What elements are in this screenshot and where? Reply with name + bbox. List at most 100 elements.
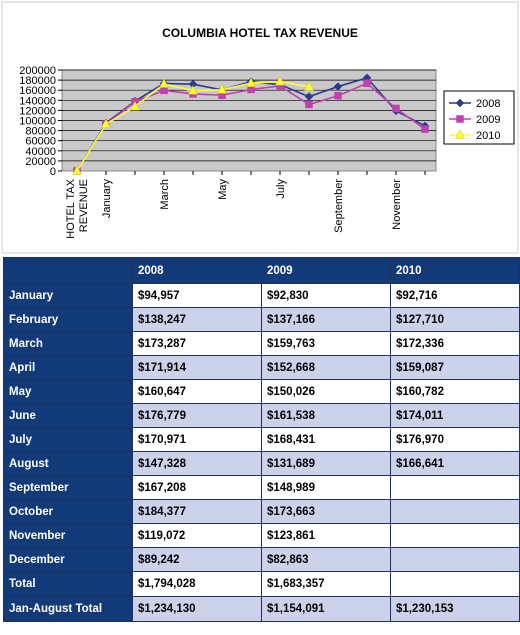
x-tick-label: November	[391, 179, 403, 230]
data-point-2009	[334, 92, 342, 100]
table-cell: $150,026	[261, 379, 391, 404]
y-tick-label: 160000	[19, 85, 56, 97]
series-lines	[72, 73, 430, 176]
table-cell: $92,830	[261, 283, 391, 308]
table-cell: $147,328	[132, 451, 262, 476]
x-tick-label: May	[217, 179, 229, 200]
table-cell: $137,166	[261, 307, 391, 332]
y-tick-label: 80000	[25, 126, 56, 138]
row-label: March	[3, 331, 133, 356]
table-row: December $89,242 $82,863	[3, 547, 520, 572]
table-cell: $1,230,153	[390, 596, 520, 622]
table-cell: $184,377	[132, 499, 262, 524]
data-point-2010	[159, 78, 169, 88]
table-cell: $167,208	[132, 475, 262, 500]
header-corner	[3, 257, 133, 284]
row-label: February	[3, 307, 133, 332]
data-point-2010	[275, 76, 285, 86]
row-label: June	[3, 403, 133, 428]
data-point-2009	[421, 125, 429, 133]
x-axis-ticks: HOTEL TAXREVENUE January March May July Septe…	[65, 171, 426, 239]
table-row: April $171,914 $152,668 $159,087	[3, 355, 520, 380]
table-cell: $94,957	[132, 283, 262, 308]
x-tick-label: September	[333, 179, 345, 233]
table-cell	[390, 499, 520, 524]
table-cell: $82,863	[261, 547, 391, 572]
x-tick-label: January	[101, 179, 113, 219]
header-2009: 2009	[261, 257, 391, 284]
table-cell: $152,668	[261, 355, 391, 380]
table-row: July $170,971 $168,431 $176,970	[3, 427, 520, 452]
table-cell: $176,779	[132, 403, 262, 428]
table-row: March $173,287 $159,763 $172,336	[3, 331, 520, 356]
table-cell	[390, 475, 520, 500]
table-cell: $173,287	[132, 331, 262, 356]
y-tick-label: 20000	[25, 156, 56, 168]
data-point-2009	[363, 79, 371, 88]
table-cell: $172,336	[390, 331, 520, 356]
line-chart: COLUMBIA HOTEL TAX REVENUE 0200004000060…	[1, 1, 519, 254]
table-cell: $1,683,357	[261, 571, 391, 597]
row-label: April	[3, 355, 133, 380]
y-tick-label: 200000	[19, 65, 56, 77]
table-cell: $176,970	[390, 427, 520, 452]
table-cell: $1,234,130	[132, 596, 262, 622]
row-label: May	[3, 379, 133, 404]
table-cell: $159,087	[390, 355, 520, 380]
table-cell: $123,861	[261, 523, 391, 548]
table-cell: $171,914	[132, 355, 262, 380]
row-label: September	[3, 475, 133, 500]
legend-label: 2008	[476, 98, 500, 110]
table-cell: $1,794,028	[132, 571, 262, 597]
data-point-2009	[247, 85, 255, 94]
table-row: January $94,957 $92,830 $92,716	[3, 283, 520, 308]
row-label: January	[3, 283, 133, 308]
x-tick-label: March	[159, 179, 171, 210]
data-point-2010	[217, 84, 227, 94]
data-point-2010	[304, 81, 314, 91]
y-tick-label: 60000	[25, 136, 56, 148]
header-2008: 2008	[132, 257, 262, 284]
table-row-jan-aug-total: Jan-August Total $1,234,130 $1,154,091 $1,2…	[3, 596, 520, 622]
table-cell: $174,011	[390, 403, 520, 428]
row-label: July	[3, 427, 133, 452]
row-label: August	[3, 451, 133, 476]
table-row: February $138,247 $137,166 $127,710	[3, 307, 520, 332]
table-header-row: 2008 2009 2010	[3, 257, 520, 284]
table-cell: $138,247	[132, 307, 262, 332]
table-cell: $127,710	[390, 307, 520, 332]
legend-label: 2009	[476, 114, 500, 126]
y-tick-label: 140000	[19, 95, 56, 107]
legend-marker	[455, 98, 465, 108]
legend-marker	[456, 115, 464, 123]
legend: 2008 2009 2010	[443, 90, 515, 145]
table-cell	[390, 547, 520, 572]
data-point-2009	[305, 100, 313, 109]
table-row-total: Total $1,794,028 $1,683,357	[3, 571, 520, 597]
row-label: November	[3, 523, 133, 548]
table-cell: $161,538	[261, 403, 391, 428]
row-label: Total	[3, 571, 133, 597]
table-cell: $160,647	[132, 379, 262, 404]
data-point-2010	[246, 77, 256, 87]
data-point-2009	[392, 104, 400, 113]
row-label: December	[3, 547, 133, 572]
table-row: October $184,377 $173,663	[3, 499, 520, 524]
table-row: May $160,647 $150,026 $160,782	[3, 379, 520, 404]
data-point-2009	[160, 86, 168, 95]
table-cell	[390, 523, 520, 548]
x-tick-label-line: HOTEL TAX	[65, 178, 77, 238]
table-cell: $173,663	[261, 499, 391, 524]
data-point-2010	[188, 85, 198, 95]
y-tick-label: 120000	[19, 105, 56, 117]
table-cell: $119,072	[132, 523, 262, 548]
table-cell: $131,689	[261, 451, 391, 476]
table-cell: $1,154,091	[261, 596, 391, 622]
table-row: November $119,072 $123,861	[3, 523, 520, 548]
table-cell: $166,641	[390, 451, 520, 476]
row-label: Jan-August Total	[3, 596, 133, 622]
data-point-2010	[130, 100, 140, 111]
table-cell: $170,971	[132, 427, 262, 452]
table-cell: $168,431	[261, 427, 391, 452]
data-point-2008	[304, 92, 314, 101]
